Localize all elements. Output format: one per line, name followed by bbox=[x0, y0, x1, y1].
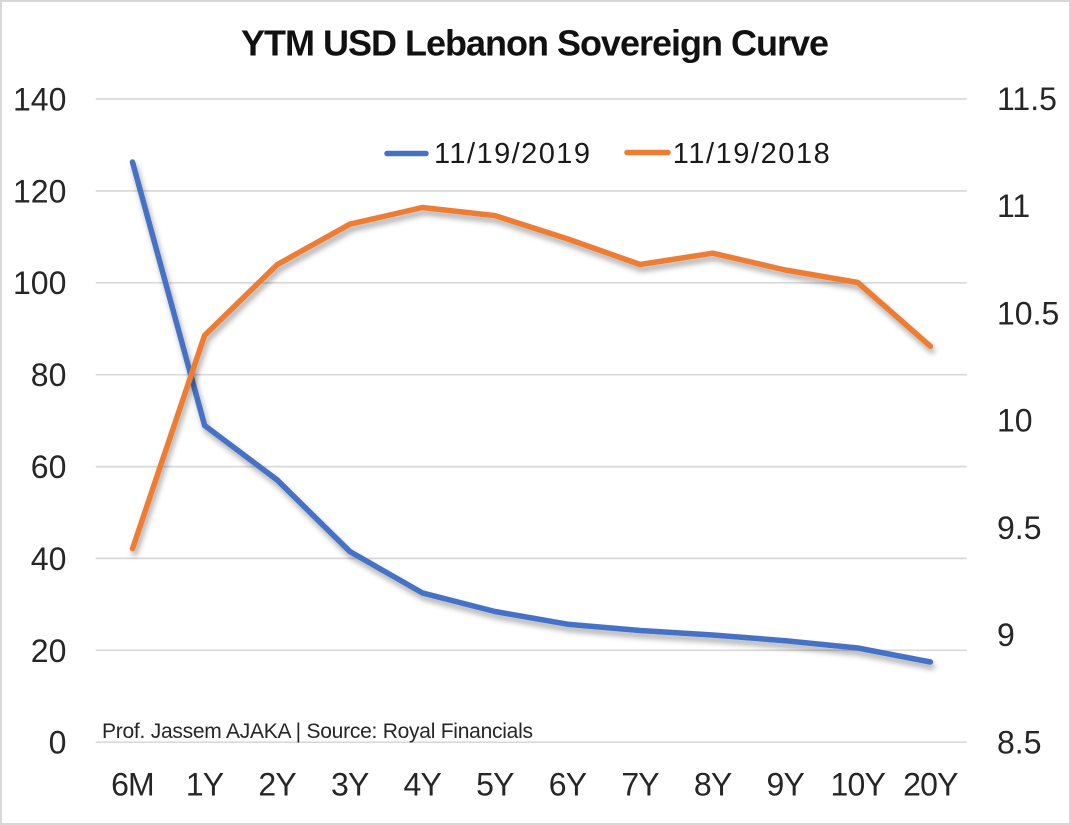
svg-text:YTM USD Lebanon Sovereign Curv: YTM USD Lebanon Sovereign Curve bbox=[241, 23, 829, 64]
svg-text:6M: 6M bbox=[111, 767, 154, 803]
svg-text:0: 0 bbox=[49, 725, 67, 761]
svg-text:80: 80 bbox=[31, 357, 67, 393]
svg-text:120: 120 bbox=[13, 173, 66, 209]
svg-text:20: 20 bbox=[31, 633, 67, 669]
svg-text:5Y: 5Y bbox=[476, 767, 514, 803]
svg-text:100: 100 bbox=[13, 265, 66, 301]
svg-text:8Y: 8Y bbox=[694, 767, 732, 803]
svg-text:11/19/2019: 11/19/2019 bbox=[434, 138, 590, 170]
svg-text:Prof. Jassem AJAKA | Source: R: Prof. Jassem AJAKA | Source: Royal Finan… bbox=[102, 720, 533, 743]
svg-text:10Y: 10Y bbox=[831, 767, 886, 803]
svg-text:1Y: 1Y bbox=[186, 767, 224, 803]
svg-text:4Y: 4Y bbox=[404, 767, 442, 803]
svg-text:9.5: 9.5 bbox=[997, 510, 1041, 546]
svg-text:60: 60 bbox=[31, 449, 67, 485]
svg-text:3Y: 3Y bbox=[331, 767, 369, 803]
svg-text:8.5: 8.5 bbox=[997, 724, 1041, 760]
svg-text:10.5: 10.5 bbox=[997, 295, 1059, 331]
svg-text:11/19/2018: 11/19/2018 bbox=[673, 138, 830, 170]
svg-text:140: 140 bbox=[13, 81, 66, 117]
svg-text:11: 11 bbox=[997, 188, 1030, 224]
svg-text:9: 9 bbox=[997, 617, 1015, 653]
svg-text:6Y: 6Y bbox=[549, 767, 587, 803]
svg-text:11.5: 11.5 bbox=[997, 81, 1057, 117]
svg-text:9Y: 9Y bbox=[767, 767, 805, 803]
svg-text:2Y: 2Y bbox=[258, 767, 296, 803]
svg-text:40: 40 bbox=[31, 541, 67, 577]
svg-text:10: 10 bbox=[997, 403, 1033, 439]
svg-text:7Y: 7Y bbox=[621, 767, 659, 803]
svg-text:20Y: 20Y bbox=[903, 767, 958, 803]
